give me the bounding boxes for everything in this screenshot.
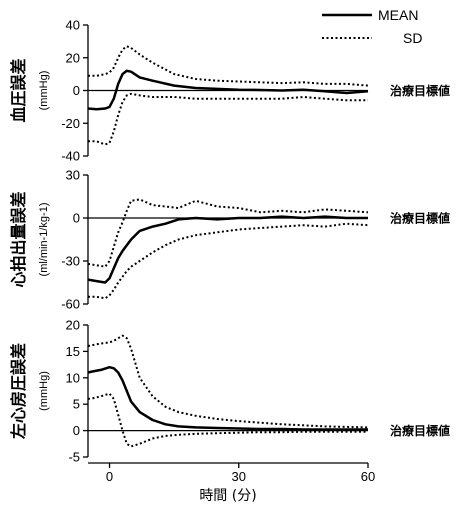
series-mean-line [87,215,368,284]
x-tick-label: 30 [232,469,246,484]
y-tick-label: 5 [73,397,80,412]
y-tick-label: 10 [66,370,80,385]
y-tick-label: -40 [61,149,80,164]
y-axis-unit: (ml/min-1/kg-1) [38,203,50,277]
y-tick-label: 20 [66,50,80,65]
y-axis-label: 血圧誤差 [9,58,28,122]
y-tick-label: -30 [61,254,80,269]
y-tick-label: 0 [73,423,80,438]
series-sd-line [88,92,368,146]
y-tick-label: 15 [66,344,80,359]
y-tick-label: -20 [61,116,80,131]
target-label: 治療目標値 [390,423,450,438]
series-sd-line [88,222,369,300]
y-tick-label: 0 [73,211,80,226]
y-tick-label: -60 [61,297,80,312]
y-axis-label: 左心房圧誤差 [9,343,28,440]
series-mean-line [87,365,368,431]
panel-2: 30 0 -30 -60 治療目標値 心拍出量誤差 (ml/min-1/kg-1) [9,168,450,312]
panel-3: 20 15 10 5 0 -5 治療目標値 左心房圧誤差 (mmHg) 0 30 60 時間 (分) [9,318,450,505]
target-label: 治療目標値 [390,211,450,226]
panel-1: 40 20 0 -20 -40 治療目標値 血圧誤差 (mmHg) [9,18,450,164]
series-sd-line [87,392,368,448]
series-mean-line [87,69,369,111]
target-label: 治療目標値 [390,83,450,98]
y-axis-unit: (mmHg) [38,371,50,411]
y-tick-label: 40 [66,18,80,33]
y-axis-unit: (mmHg) [38,71,50,111]
legend: MEAN SD [322,7,422,46]
legend-sd-label: SD [403,30,422,46]
y-tick-label: 30 [66,168,80,183]
legend-mean-label: MEAN [378,7,418,23]
y-axis-label: 心拍出量誤差 [9,191,28,287]
y-tick-label: 0 [73,83,80,98]
x-tick-label: 0 [106,469,113,484]
series-sd-line [87,198,369,268]
x-tick-label: 60 [361,469,375,484]
y-tick-label: 20 [66,318,80,333]
series-sd-line [88,45,369,87]
series-sd-line [87,334,369,429]
y-tick-label: -5 [68,450,80,465]
x-axis-label: 時間 (分) [199,488,256,504]
